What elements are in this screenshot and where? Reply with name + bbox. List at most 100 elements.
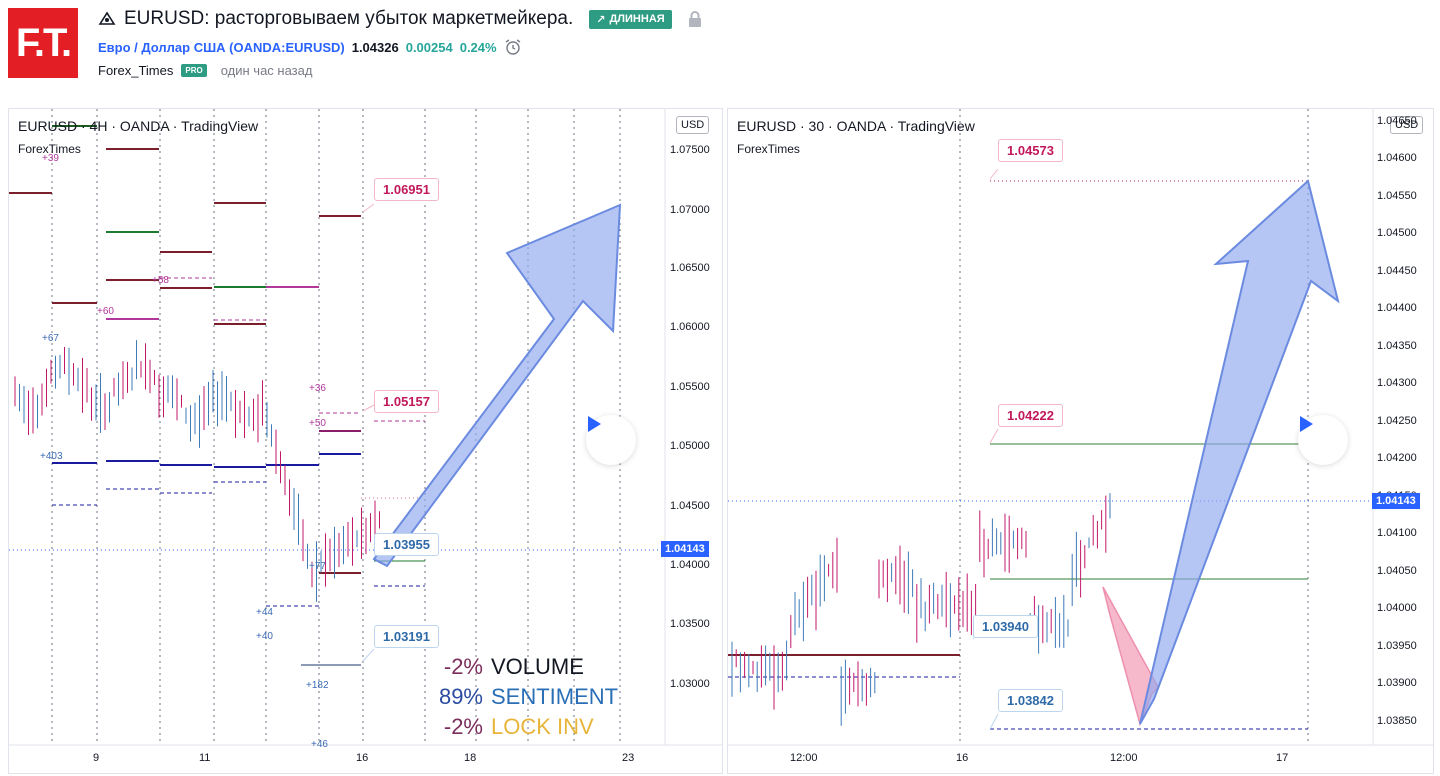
idea-title: EURUSD: расторговываем убыток маркетмейк… [124, 8, 574, 29]
left-callout-level: 1.05157 [374, 390, 439, 413]
left-level-lines [9, 125, 425, 666]
right-time-tick: 17 [1276, 752, 1289, 764]
right-callout-pointer-4 [989, 713, 999, 730]
stat-lockinv-row: -2% LOCK INV [443, 714, 594, 739]
symbol-link[interactable]: Евро / Доллар США (OANDA:EURUSD) [98, 39, 345, 55]
left-price-tick: 1.04500 [670, 500, 710, 512]
right-price-tick: 1.04400 [1377, 302, 1417, 314]
stat-volume-row: -2% VOLUME [443, 654, 584, 679]
volume-label: +39 [42, 153, 59, 164]
right-chart-panel[interactable]: EURUSD · 30 · OANDA · TradingView ForexT… [727, 108, 1434, 774]
volume-label: +60 [97, 306, 114, 317]
lock-icon [688, 11, 701, 27]
author-name[interactable]: Forex_Times [98, 63, 174, 78]
left-time-tick: 9 [93, 752, 100, 764]
left-price-tick: 1.06000 [670, 321, 710, 333]
author-logo[interactable]: F.T. [8, 8, 78, 78]
left-chart-author: ForexTimes [18, 142, 81, 156]
pro-badge: PRO [181, 64, 207, 77]
arrow-up-right-icon: ↗ [596, 13, 606, 26]
left-price-tick: 1.03500 [670, 618, 710, 630]
idea-title-row: EURUSD: расторговываем убыток маркетмейк… [98, 8, 702, 30]
right-currency-button[interactable]: USD [1390, 116, 1424, 134]
right-play-button[interactable] [1298, 415, 1348, 465]
stat-sentiment-row: 89% SENTIMENT [438, 684, 619, 709]
right-current-price-tag: 1.04143 [1372, 493, 1420, 509]
idea-header: F.T. EURUSD: расторговываем убыток марке… [0, 0, 1440, 100]
right-price-tick: 1.03950 [1377, 640, 1417, 652]
right-price-tick: 1.04500 [1377, 227, 1417, 239]
left-price-tick: 1.06500 [670, 262, 710, 274]
sentiment-stats: -2% VOLUME 89% SENTIMENT -2% LOCK INV [423, 652, 618, 742]
left-candles [14, 340, 380, 602]
left-callout-support: 1.03191 [374, 625, 439, 648]
left-price-tick: 1.05500 [670, 381, 710, 393]
left-chart-legend: EURUSD · 4H · OANDA · TradingView [18, 118, 259, 134]
published-time: один час назад [220, 63, 313, 78]
left-currency-button[interactable]: USD [676, 116, 710, 134]
left-current-price-tag: 1.04143 [661, 541, 709, 557]
right-price-tick: 1.03900 [1377, 677, 1417, 689]
symbol-row: Евро / Доллар США (OANDA:EURUSD) 1.04326… [98, 38, 522, 56]
volume-label: +46 [311, 739, 328, 750]
left-callout-entry: 1.03955 [374, 533, 439, 556]
left-time-tick: 23 [622, 752, 635, 764]
volume-label: +182 [306, 680, 329, 691]
direction-badge: ↗ ДЛИННАЯ [589, 9, 672, 29]
right-price-tick: 1.04450 [1377, 265, 1417, 277]
right-price-tick: 1.04250 [1377, 415, 1417, 427]
volume-label: +403 [40, 451, 63, 462]
left-time-tick: 18 [464, 752, 477, 764]
right-price-tick: 1.03850 [1377, 715, 1417, 727]
right-price-tick: 1.04350 [1377, 340, 1417, 352]
right-time-tick: 16 [956, 752, 969, 764]
left-price-tick: 1.07500 [670, 144, 710, 156]
author-row: Forex_Times PRO один час назад [98, 63, 312, 78]
right-price-tick: 1.04100 [1377, 527, 1417, 539]
right-time-tick: 12:00 [1110, 752, 1138, 764]
price-change: 0.00254 [405, 39, 453, 55]
idea-icon [98, 11, 116, 25]
right-callout-entry: 1.03940 [973, 615, 1038, 638]
left-price-tick: 1.03000 [670, 678, 710, 690]
left-time-tick: 16 [356, 752, 369, 764]
right-callout-pointer-1 [989, 168, 999, 180]
left-callout-pointer-2 [362, 404, 375, 412]
right-chart-author: ForexTimes [737, 142, 800, 156]
left-callout-pointer-3 [362, 648, 375, 662]
left-price-tick: 1.04000 [670, 559, 710, 571]
left-chart-panel[interactable]: EURUSD · 4H · OANDA · TradingView ForexT… [8, 108, 723, 774]
volume-label: +58 [152, 275, 169, 286]
left-price-tick: 1.05000 [670, 440, 710, 452]
play-icon [1300, 416, 1313, 432]
left-time-tick: 11 [199, 752, 211, 764]
volume-label: +67 [42, 333, 59, 344]
left-dashed-levels [52, 277, 425, 607]
right-chart-canvas[interactable] [728, 109, 1433, 773]
right-callout-pointer-2 [989, 428, 999, 444]
volume-label: +77 [309, 561, 326, 572]
alarm-clock-icon[interactable] [504, 38, 522, 56]
right-time-tick: 12:00 [790, 752, 818, 764]
left-callout-pointer-1 [362, 203, 375, 213]
volume-label: +44 [256, 607, 273, 618]
right-price-tick: 1.04550 [1377, 190, 1417, 202]
play-icon [588, 416, 601, 432]
volume-label: +36 [309, 383, 326, 394]
right-price-tick: 1.04050 [1377, 565, 1417, 577]
left-play-button[interactable] [586, 415, 636, 465]
right-candles [731, 493, 1111, 726]
left-session-separators [51, 109, 621, 745]
last-price: 1.04326 [351, 39, 399, 55]
right-callout-low: 1.03842 [998, 689, 1063, 712]
right-chart-legend: EURUSD · 30 · OANDA · TradingView [737, 118, 975, 134]
left-callout-target: 1.06951 [374, 178, 439, 201]
left-long-arrow [372, 203, 622, 568]
right-callout-target: 1.04573 [998, 139, 1063, 162]
right-callout-resistance: 1.04222 [998, 404, 1063, 427]
price-change-pct: 0.24% [459, 39, 497, 55]
right-price-tick: 1.04650 [1377, 115, 1417, 127]
right-price-tick: 1.04300 [1377, 377, 1417, 389]
volume-label: +50 [309, 418, 326, 429]
right-price-tick: 1.04000 [1377, 602, 1417, 614]
